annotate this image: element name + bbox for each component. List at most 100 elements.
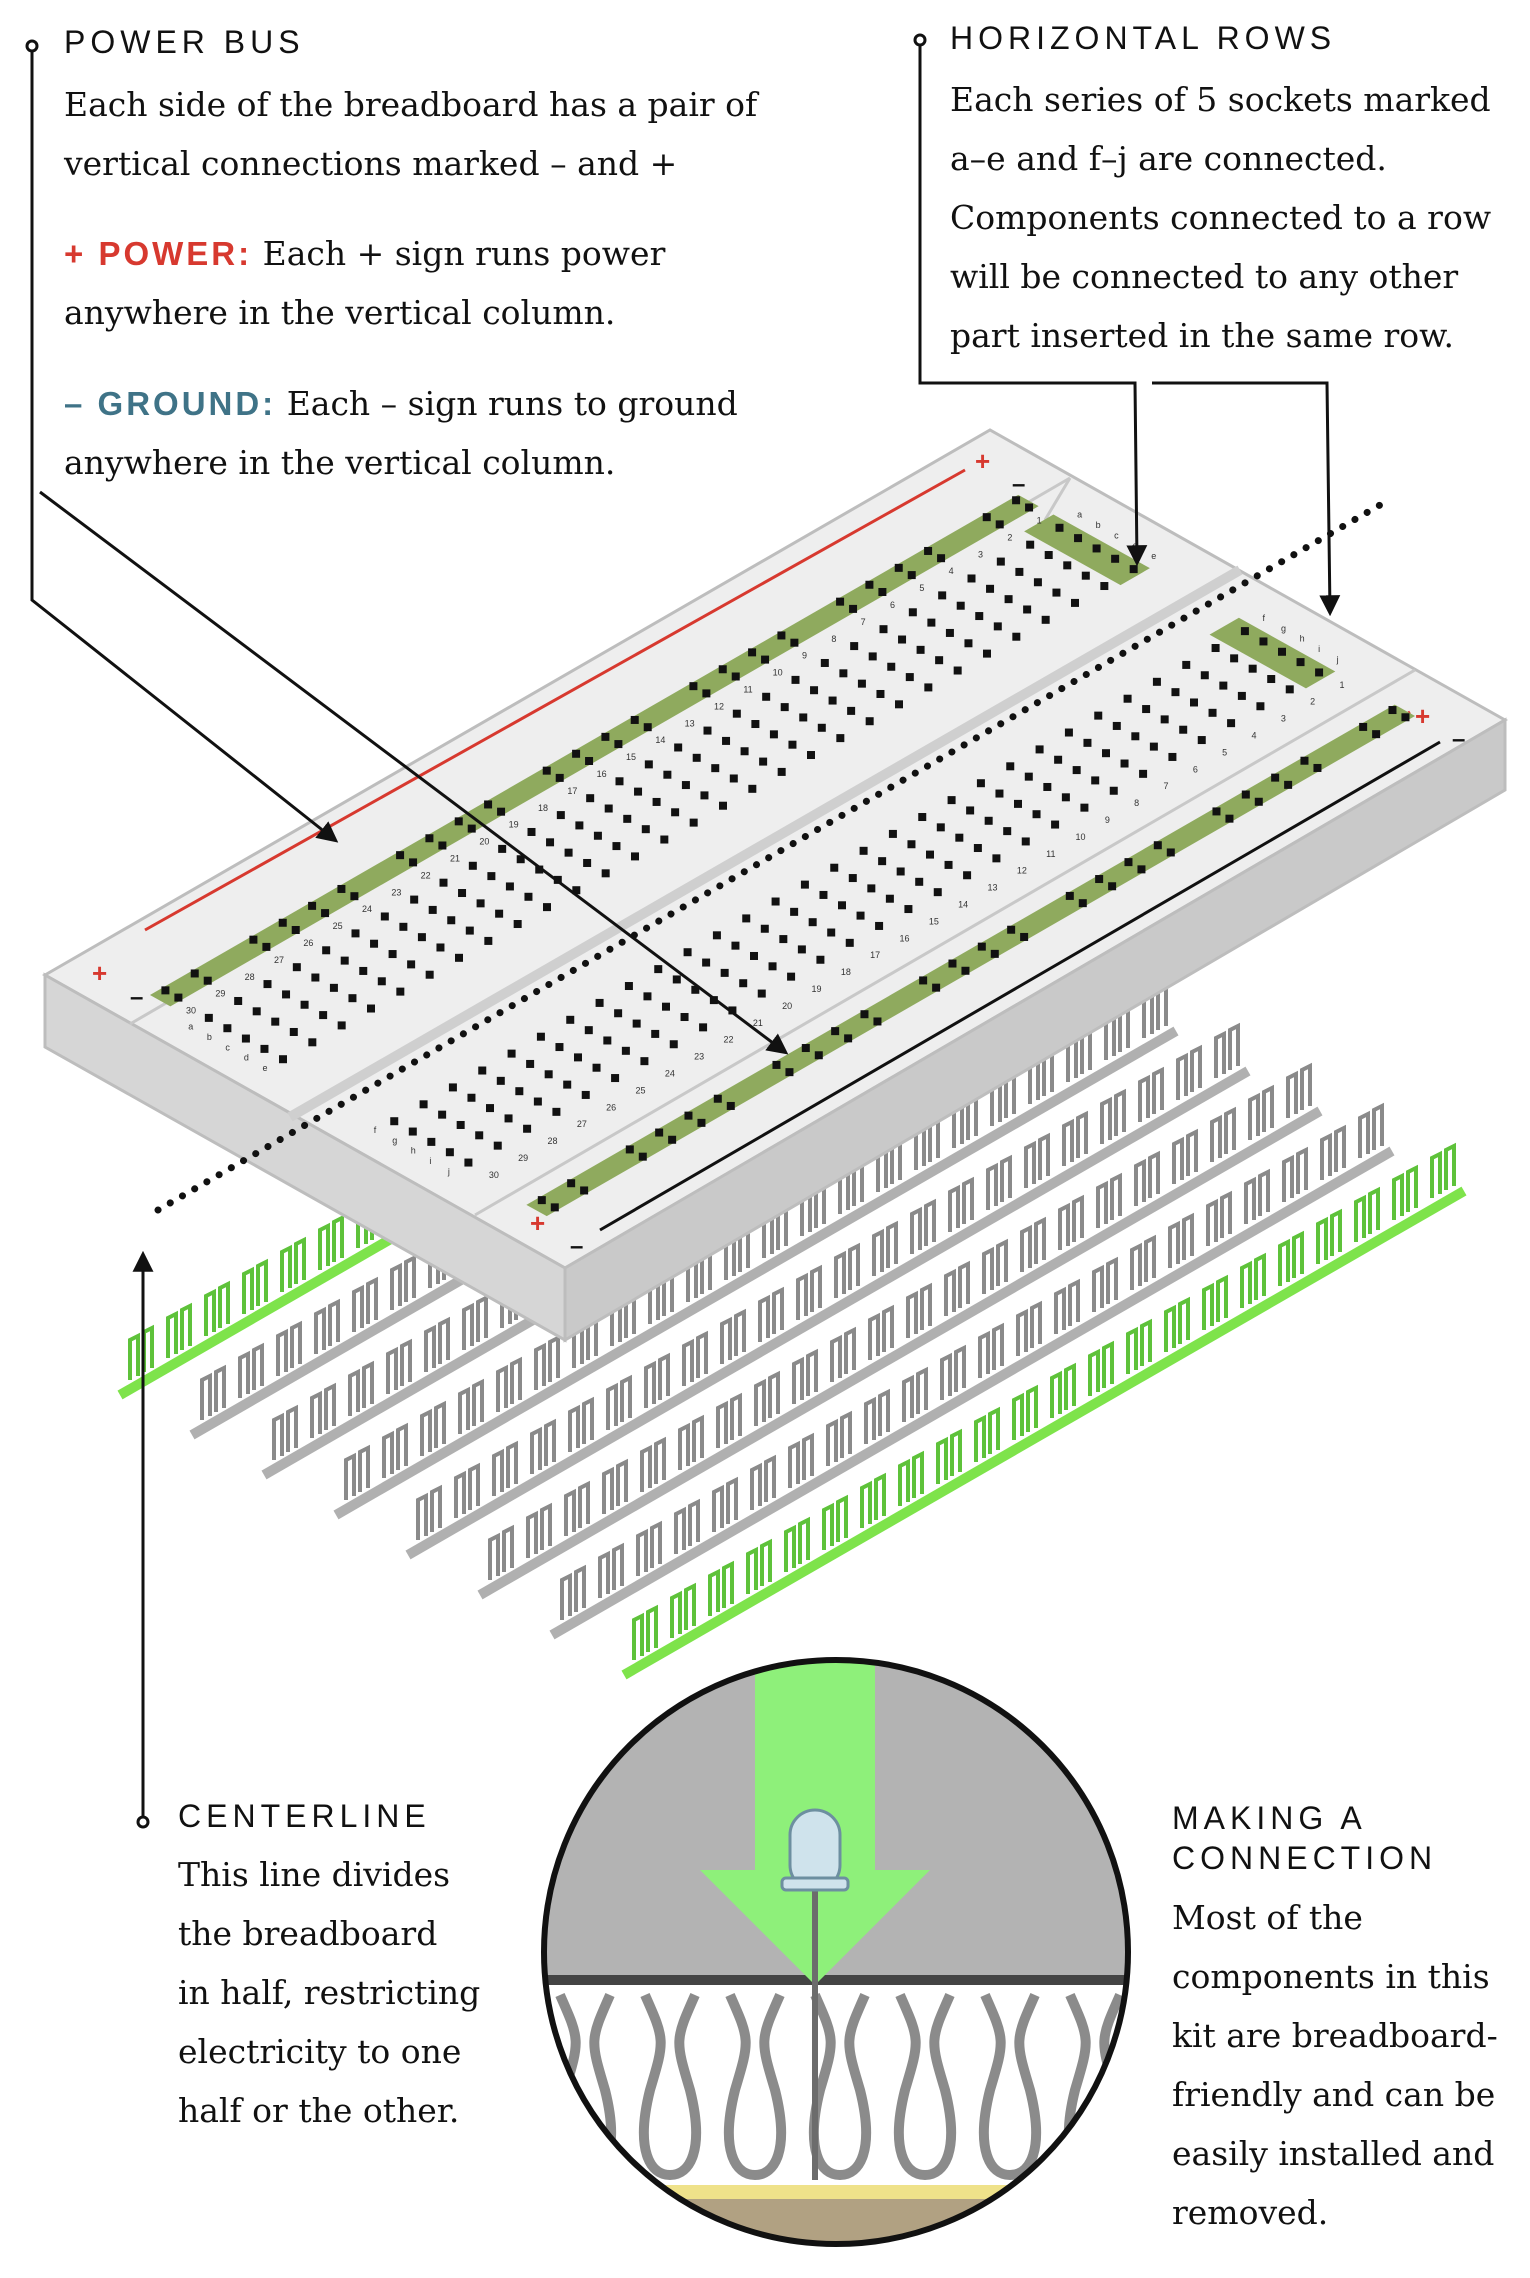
socket-hole [350,892,359,901]
socket-hole [575,821,584,830]
making-connection-text-5: easily installed and [1172,2134,1495,2173]
socket-hole [282,990,291,999]
row-number: 9 [802,651,807,661]
socket-hole [478,1066,487,1075]
socket-hole [1033,578,1042,587]
socket-hole [830,863,839,872]
clip-prong [868,1304,894,1360]
socket-hole [427,1137,436,1146]
socket-hole [408,1127,417,1136]
socket-hole [859,846,868,855]
socket-hole [467,824,476,833]
clip-prong [564,1480,590,1536]
socket-hole [458,889,467,898]
socket-hole [1259,637,1268,646]
clip-prong [746,1538,772,1594]
row-number: 15 [929,916,939,926]
socket-hole [292,963,301,972]
socket-hole [1296,658,1305,667]
socket-hole [819,890,828,899]
row-numbers: 1122334455667788991010111112121313141415… [186,516,1344,1180]
socket-hole [428,905,437,914]
socket-hole [585,756,594,765]
socket-hole [1004,595,1013,604]
socket-hole [583,858,592,867]
row-letter: a [188,1022,193,1032]
socket-hole [380,912,389,921]
clip-prong [1354,1186,1380,1242]
clip-prong [784,1516,810,1572]
socket-hole [984,816,993,825]
socket-hole [291,925,300,934]
socket-hole [1051,820,1060,829]
clip-prong [1244,1168,1270,1224]
clip-prong [1172,1128,1198,1184]
socket-hole [683,948,692,957]
making-connection-text-4: friendly and can be [1172,2075,1496,2114]
socket-hole [516,855,525,864]
socket-hole [680,1013,689,1022]
socket-hole [241,1034,250,1043]
row-letter: b [207,1032,212,1042]
power-text-2: anywhere in the vertical column. [64,293,616,332]
socket-hole [252,1007,261,1016]
centerline-text-5: half or the other. [178,2091,460,2130]
socket-hole [1124,858,1133,867]
socket-hole [876,689,885,698]
socket-hole [652,797,661,806]
socket-hole [1137,865,1146,874]
socket-hole [593,831,602,840]
clip-prong [1168,1212,1194,1268]
row-number: 14 [958,900,968,910]
row-number: 2 [1007,532,1012,542]
socket-hole [838,901,846,910]
socket-hole [1025,503,1034,512]
socket-hole [982,513,991,522]
socket-hole [438,1110,447,1119]
row-number: 15 [626,752,636,762]
socket-hole [932,983,941,992]
row-number: 3 [978,549,983,559]
socket-hole [419,1100,428,1109]
socket-hole [1179,725,1188,734]
socket-hole [1026,540,1035,549]
socket-hole [527,827,536,836]
socket-hole [977,942,986,951]
row-number: 12 [1017,866,1027,876]
row-number: 27 [274,955,284,965]
row-number: 8 [1134,798,1139,808]
socket-hole [689,818,698,827]
row-number: 25 [635,1085,645,1095]
socket-hole [750,951,758,960]
socket-hole [878,857,887,866]
socket-hole [816,955,825,964]
socket-hole [625,1145,634,1154]
clip-prong [492,1440,518,1496]
socket-hole [827,928,836,937]
socket-hole [927,618,936,627]
socket-hole [787,972,796,981]
socket-hole [1168,752,1177,761]
socket-hole [1023,605,1032,614]
socket-hole [915,877,924,886]
row-number: 11 [743,685,752,695]
socket-hole [817,723,826,732]
socket-hole [161,986,170,995]
clip-prong [314,1298,340,1354]
socket-hole [1267,675,1276,684]
clip-base [405,1066,1251,1560]
socket-hole [1111,554,1120,563]
clip-prong [1320,1124,1346,1180]
socket-hole [713,1094,722,1103]
clip-prong [348,1360,374,1416]
socket-hole [937,554,946,563]
socket-hole [604,804,613,813]
socket-hole [671,808,680,817]
clip-base [549,1146,1395,1640]
socket-hole [507,1049,516,1058]
socket-hole [1285,685,1294,694]
socket-hole [976,779,985,788]
socket-hole [1061,793,1070,802]
socket-hole [377,977,386,986]
socket-hole [1300,756,1309,765]
